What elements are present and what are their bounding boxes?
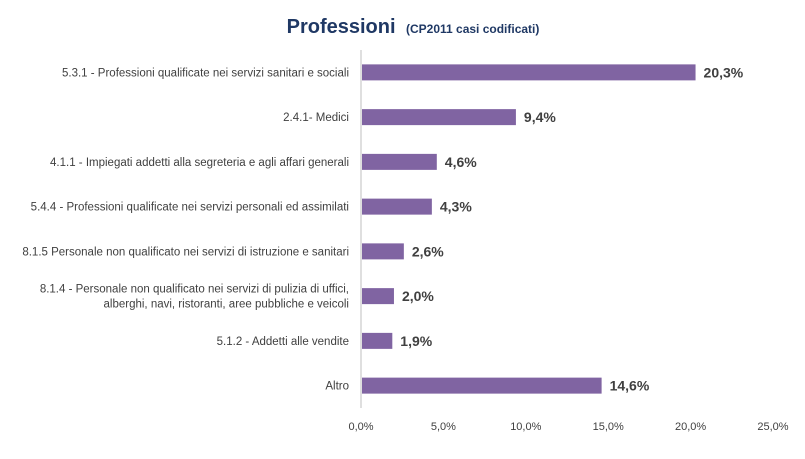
bar [362, 288, 394, 305]
category-label: 5.1.2 - Addetti alle vendite [217, 336, 349, 348]
category-label: Altro [325, 381, 349, 393]
bar [362, 332, 393, 349]
data-label: 2,0% [402, 288, 434, 304]
data-label: 4,6% [445, 154, 477, 170]
x-tick-label: 5,0% [431, 421, 456, 433]
x-axis: 0,0% 5,0% 10,0% 15,0% 20,0% 25,0% [348, 50, 789, 433]
x-tick-label: 15,0% [593, 421, 624, 433]
category-label: 5.4.4 - Professioni qualificate nei serv… [31, 202, 349, 214]
chart-subtitle: (CP2011 casi codificati) [406, 22, 539, 36]
bar [362, 64, 696, 81]
data-label: 2,6% [412, 243, 444, 259]
x-tick-label: 25,0% [757, 421, 788, 433]
x-tick-label: 0,0% [348, 421, 373, 433]
category-label: 8.1.4 - Personale non qualificato nei se… [40, 284, 349, 311]
chart-title: Professioni (CP2011 casi codificati) [287, 16, 540, 38]
x-tick-label: 10,0% [510, 421, 541, 433]
data-label: 20,3% [704, 64, 744, 80]
data-label: 4,3% [440, 199, 472, 215]
data-label: 1,9% [400, 333, 432, 349]
category-labels: 5.3.1 - Professioni qualificate nei serv… [22, 67, 349, 392]
bar [362, 153, 437, 170]
category-label: 4.1.1 - Impiegati addetti alla segreteri… [50, 157, 349, 169]
bar [362, 243, 404, 260]
category-label: 5.3.1 - Professioni qualificate nei serv… [62, 67, 349, 79]
data-label: 14,6% [610, 378, 650, 394]
value-labels: 20,3% 9,4% 4,6% 4,3% 2,6% 2,0% 1,9% 14,6% [400, 64, 743, 393]
bar [362, 109, 516, 126]
bars [362, 64, 696, 394]
category-label: 2.4.1- Medici [283, 112, 349, 124]
x-tick-label: 20,0% [675, 421, 706, 433]
category-label: 8.1.5 Personale non qualificato nei serv… [22, 246, 349, 258]
data-label: 9,4% [524, 109, 556, 125]
bar [362, 377, 602, 394]
bar [362, 198, 432, 215]
chart-title-main: Professioni [287, 16, 396, 38]
